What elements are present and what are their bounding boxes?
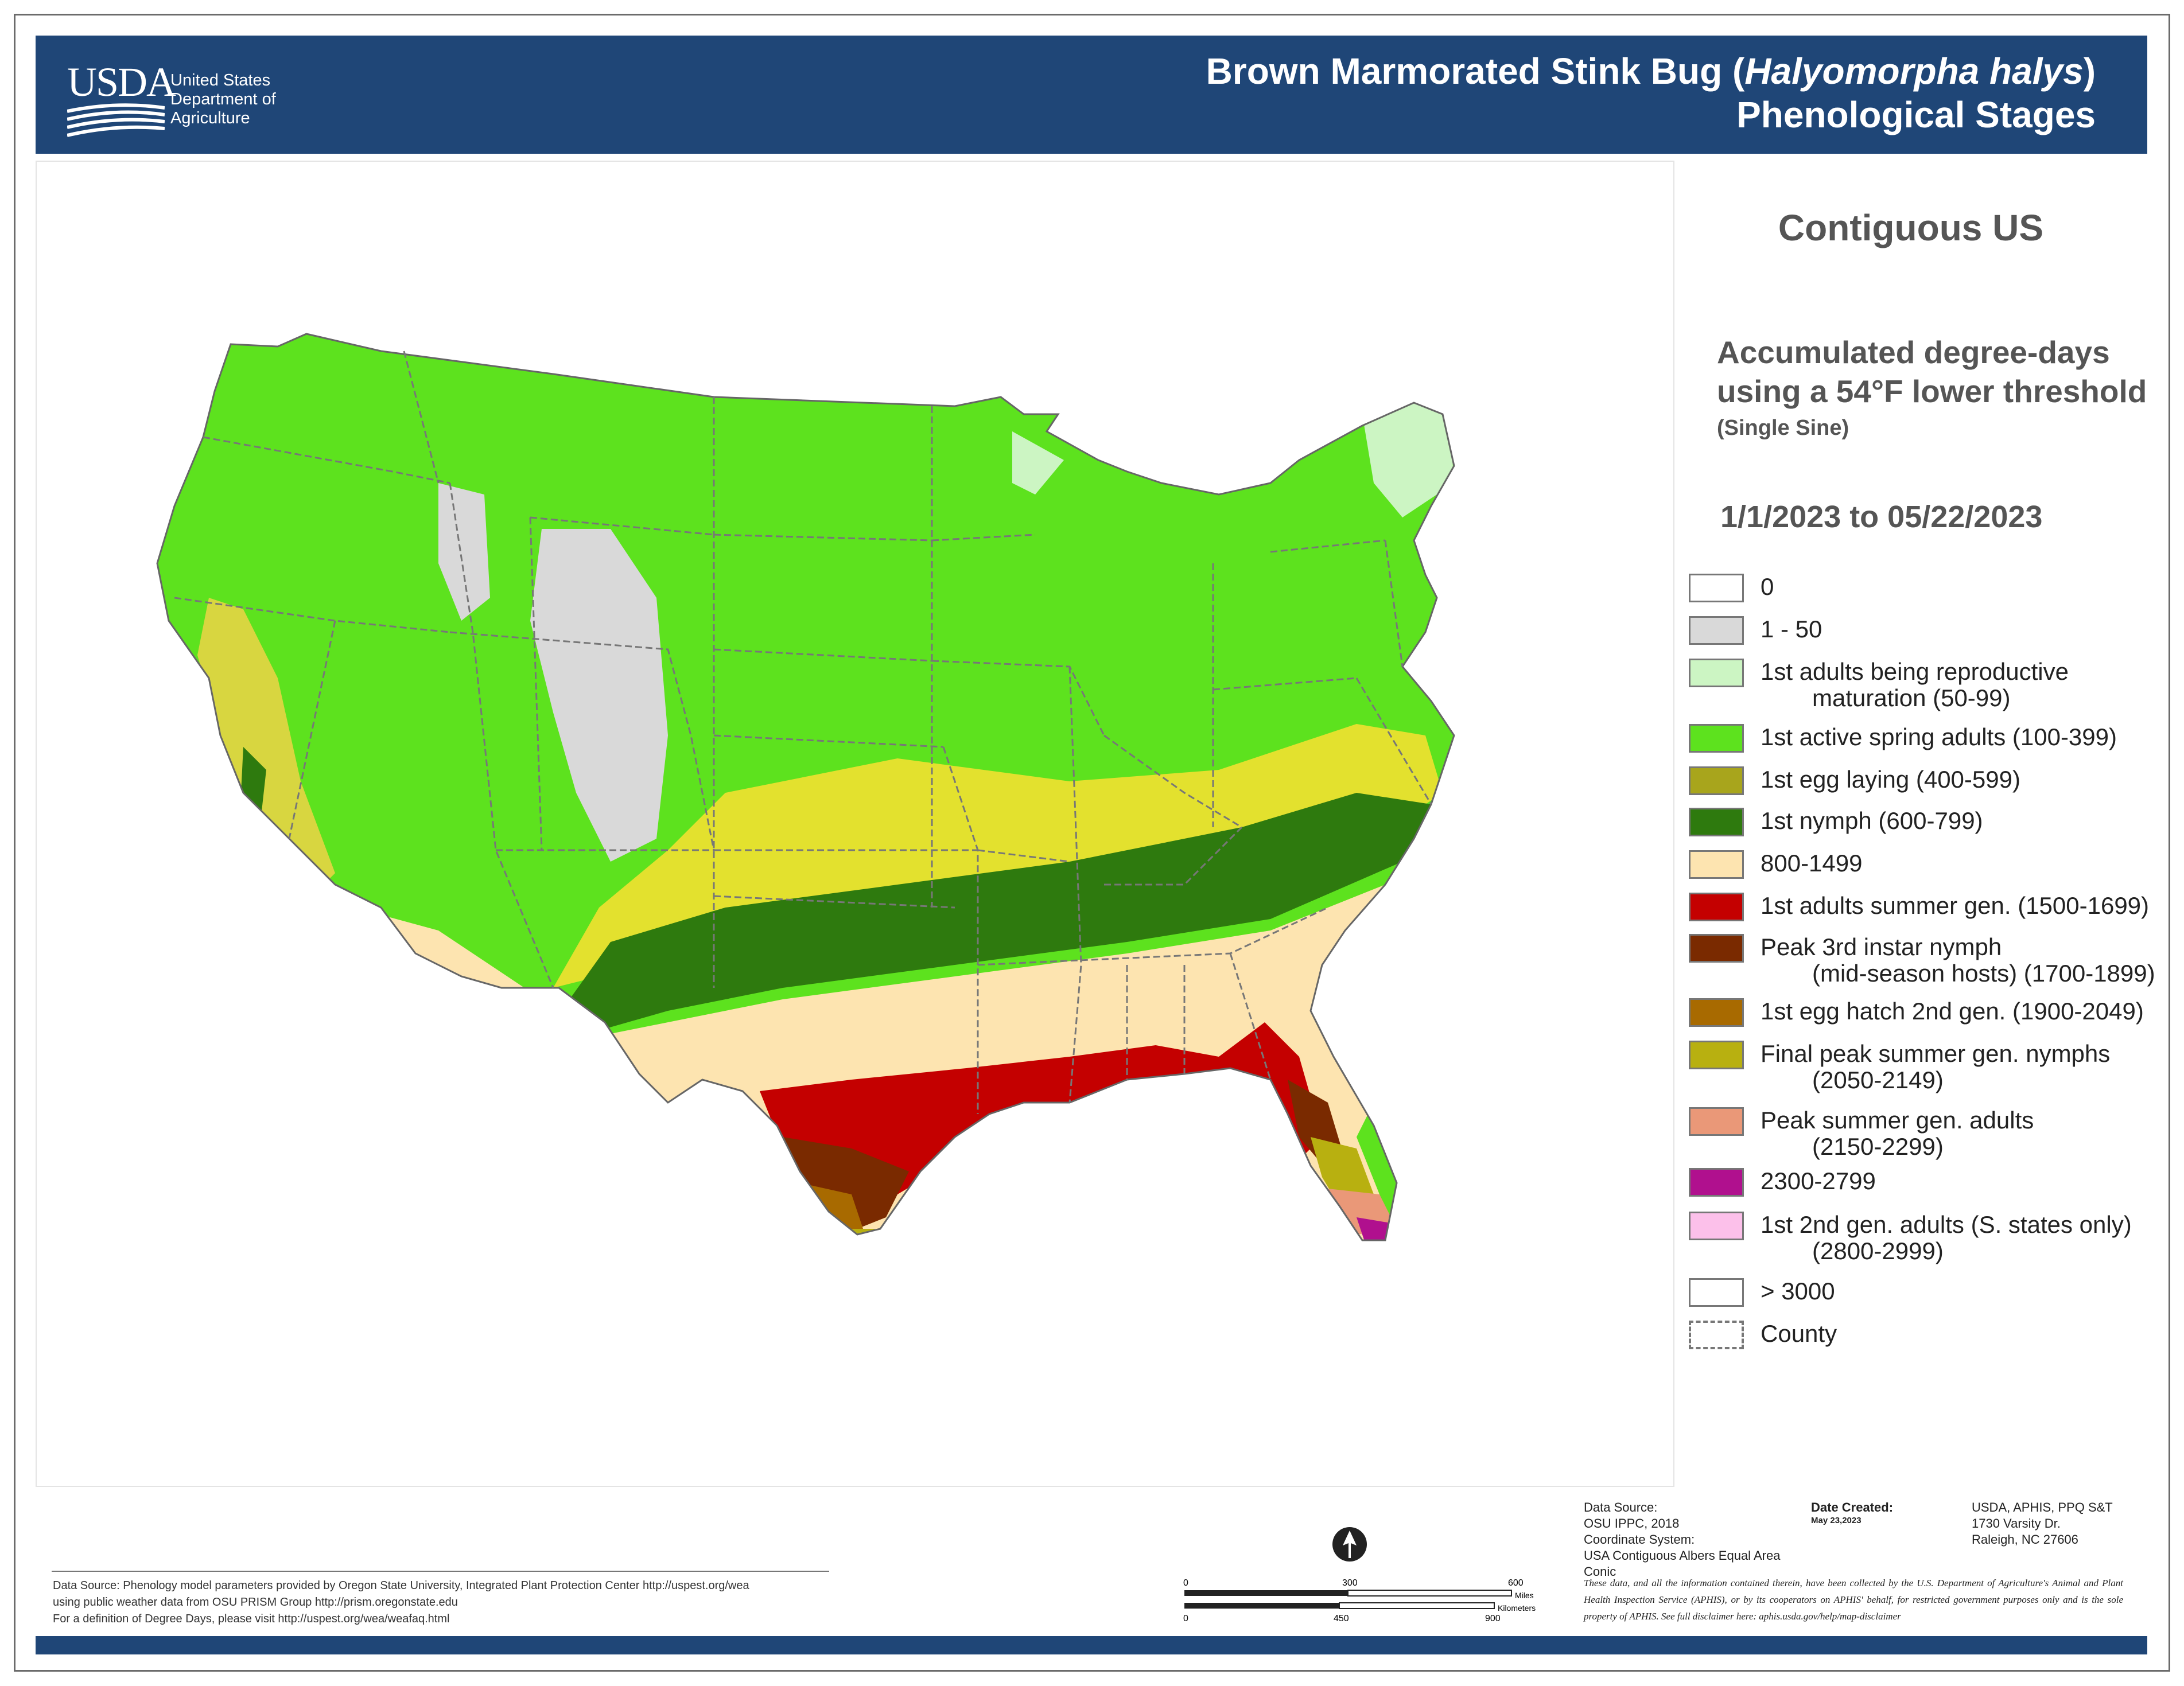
svg-text:0: 0 bbox=[1183, 1578, 1188, 1588]
legend-swatch bbox=[1689, 574, 1744, 602]
svg-text:Kilometers: Kilometers bbox=[1498, 1603, 1536, 1613]
legend-swatch bbox=[1689, 998, 1744, 1027]
legend-swatch bbox=[1689, 808, 1744, 836]
legend-swatch bbox=[1689, 1278, 1744, 1307]
zone-superior-pale bbox=[1012, 431, 1064, 494]
map-panel bbox=[36, 161, 1674, 1487]
zone-mountain-grey bbox=[530, 529, 668, 862]
legend-swatch bbox=[1689, 1041, 1744, 1069]
usda-department-name: United States Department of Agriculture bbox=[170, 71, 276, 127]
zone-florida-final-nymphs bbox=[1311, 1137, 1374, 1206]
state-boundaries bbox=[156, 333, 1455, 1241]
legend-swatch bbox=[1689, 850, 1744, 879]
legend-swatch bbox=[1689, 616, 1744, 645]
legend-swatch bbox=[1689, 724, 1744, 753]
legend-swatch bbox=[1689, 1168, 1744, 1197]
us-map bbox=[156, 333, 1455, 1263]
map-title: Brown Marmorated Stink Bug (Halyomorpha … bbox=[1206, 50, 2096, 135]
legend-swatch bbox=[1689, 893, 1744, 921]
zone-nymph-green bbox=[553, 793, 1431, 1034]
legend-swatch bbox=[1689, 934, 1744, 963]
zone-texas-peak-adults bbox=[852, 1240, 897, 1263]
svg-text:450: 450 bbox=[1334, 1614, 1349, 1623]
usda-wordmark: USDA bbox=[67, 59, 176, 105]
zone-florida-2300-2799 bbox=[1357, 1217, 1397, 1240]
legend-swatch bbox=[1689, 1212, 1744, 1240]
legend-swatch bbox=[1689, 659, 1744, 687]
svg-text:0: 0 bbox=[1183, 1614, 1188, 1623]
scale-bar: 0 300 600 Miles Kilometers 0 450 900 bbox=[1183, 1578, 1536, 1623]
footer-divider bbox=[52, 1571, 829, 1572]
zone-california-yellow bbox=[197, 598, 335, 896]
degree-day-description: Accumulated degree-days using a 54°F low… bbox=[1717, 334, 2147, 440]
legend-swatch bbox=[1689, 766, 1744, 795]
zone-idaho-grey bbox=[438, 483, 490, 621]
zone-texas-final-nymphs bbox=[829, 1229, 886, 1240]
legend-swatch bbox=[1689, 1107, 1744, 1136]
disclaimer: These data, and all the information cont… bbox=[1584, 1578, 2123, 1622]
region-label: Contiguous US bbox=[1778, 207, 2044, 248]
svg-text:900: 900 bbox=[1485, 1614, 1501, 1623]
usda-field-icon bbox=[67, 103, 165, 137]
svg-text:600: 600 bbox=[1508, 1578, 1524, 1588]
zone-texas-3rd-instar bbox=[783, 1137, 909, 1229]
svg-text:300: 300 bbox=[1342, 1578, 1358, 1588]
north-arrow-icon bbox=[1332, 1527, 1367, 1562]
footer-bar bbox=[36, 1636, 2147, 1654]
page-frame bbox=[14, 14, 2170, 1672]
svg-text:Miles: Miles bbox=[1515, 1591, 1534, 1600]
footer-source-note: Data Source: Phenology model parameters … bbox=[53, 1579, 749, 1625]
header-banner: USDA United States Department of Agricul… bbox=[36, 36, 2147, 154]
date-range: 1/1/2023 to 05/22/2023 bbox=[1720, 500, 2043, 534]
usda-logo: USDA United States Department of Agricul… bbox=[67, 59, 308, 137]
legend-swatch-county bbox=[1689, 1321, 1744, 1349]
